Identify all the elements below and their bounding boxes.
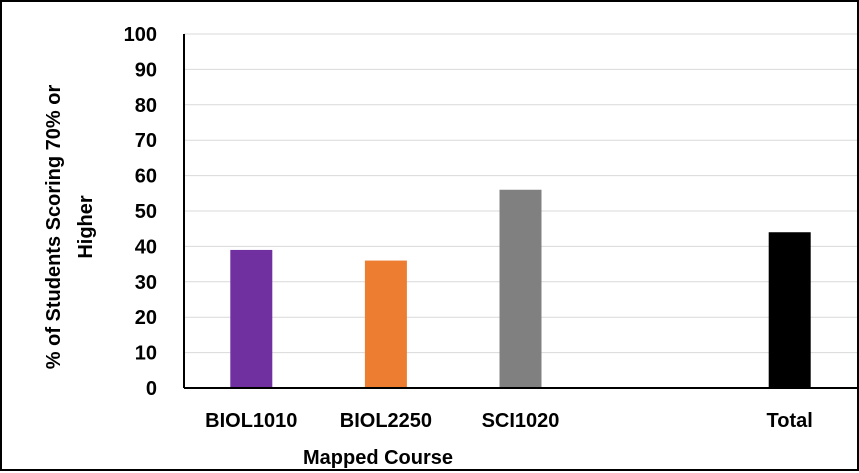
bar-sci1020 [499,189,542,388]
bar-biol2250 [364,260,407,388]
y-tick-label: 40 [135,236,157,258]
bars [230,189,811,388]
y-axis-title-line-2: Higher [75,195,97,259]
y-tick-label: 10 [135,343,157,365]
y-tick-label: 20 [135,307,157,329]
x-tick-label: BIOL2250 [340,410,432,432]
x-tick-labels: BIOL1010 BIOL2250 SCI1020 Total [205,410,813,432]
y-tick-label: 30 [135,272,157,294]
y-tick-label: 60 [135,166,157,188]
x-tick-label: BIOL1010 [205,410,297,432]
y-axis-title-line-1: % of Students Scoring 70% or [43,85,65,370]
x-tick-label: SCI1020 [482,410,560,432]
y-tick-label: 0 [146,378,157,400]
y-tick-label: 80 [135,95,157,117]
bar-biol1010 [230,249,273,388]
axes [183,34,857,389]
x-axis-title: Mapped Course [303,447,453,469]
x-tick-label: Total [767,410,813,432]
y-tick-label: 100 [124,24,157,46]
bar-total [768,232,811,388]
y-tick-label: 90 [135,59,157,81]
y-tick-label: 70 [135,130,157,152]
y-tick-labels: 0 10 20 30 40 50 60 70 80 90 100 [124,24,157,400]
y-tick-label: 50 [135,201,157,223]
